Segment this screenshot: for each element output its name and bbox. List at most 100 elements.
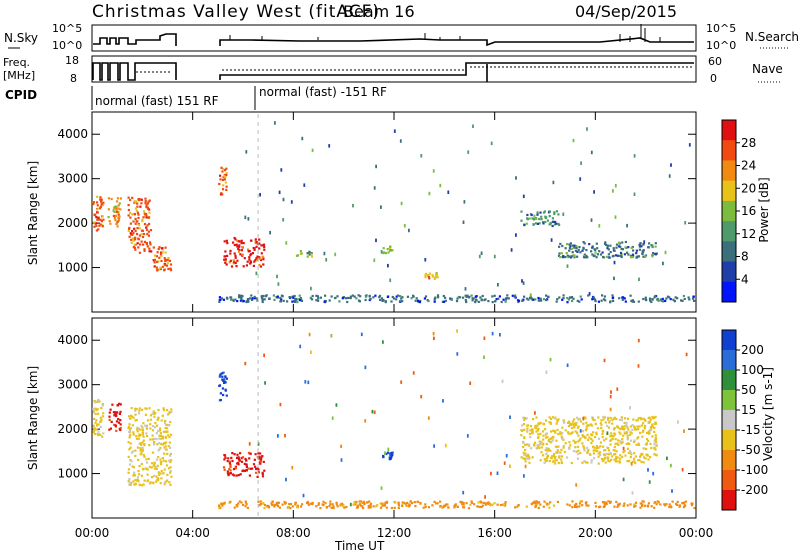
velocity-cell — [108, 411, 111, 414]
velocity-cell — [612, 435, 615, 438]
velocity-cell — [653, 430, 656, 433]
power-cell — [254, 238, 257, 241]
power-cell — [221, 188, 225, 191]
velocity-cell — [229, 500, 232, 503]
velocity-cell — [571, 506, 574, 509]
velocity-cell — [644, 419, 647, 422]
velocity-scatter-cell — [647, 468, 649, 472]
power-cell — [248, 258, 251, 261]
power-scatter-cell — [684, 221, 687, 225]
velocity-cell — [261, 455, 264, 458]
velocity-cell — [571, 500, 574, 503]
power-cell — [541, 221, 545, 224]
velocity-cell — [258, 504, 261, 507]
velocity-cell — [612, 417, 615, 420]
power-cell — [148, 241, 152, 244]
velocity-cell — [163, 446, 166, 449]
power-scatter-cell — [626, 223, 628, 228]
velocity-cell — [600, 457, 604, 461]
power-cell — [236, 239, 239, 242]
velocity-cell — [223, 381, 226, 384]
power-cell — [330, 295, 333, 298]
velocity-cell — [419, 502, 422, 505]
power-cell — [427, 275, 430, 279]
velocity-cell — [219, 398, 222, 402]
velocity-cell — [594, 449, 597, 452]
velocity-scatter-cell — [566, 363, 569, 367]
power-cell — [558, 245, 561, 248]
power-scatter-cell — [662, 261, 664, 266]
power-cell — [374, 294, 377, 297]
power-cell — [225, 188, 228, 191]
velocity-cell — [633, 452, 636, 455]
power-cell — [650, 300, 653, 304]
velocity-cell — [168, 436, 171, 439]
velocity-cell — [271, 504, 274, 507]
velocity-scatter-cell — [616, 387, 619, 391]
power-cell — [310, 252, 313, 255]
velocity-cell — [255, 467, 258, 471]
power-cell — [399, 295, 402, 298]
power-cell — [219, 174, 222, 177]
velocity-cell — [608, 419, 611, 422]
velocity-cell — [391, 451, 394, 454]
velocity-cell — [384, 501, 387, 504]
power-cell — [101, 225, 104, 228]
velocity-cell — [639, 502, 642, 505]
power-cell — [650, 244, 653, 247]
velocity-cell — [575, 421, 578, 424]
velocity-cell — [626, 434, 629, 437]
velocity-cell — [140, 462, 143, 466]
power-scatter-cell — [400, 201, 403, 206]
power-cell — [582, 241, 585, 244]
power-cell — [92, 202, 95, 206]
power-cell — [552, 220, 555, 223]
power-scatter-cell — [375, 164, 377, 169]
power-cell — [310, 253, 313, 256]
velocity-cell — [572, 424, 576, 427]
velocity-cell — [653, 453, 656, 456]
power-cell — [470, 294, 473, 297]
power-scatter-cell — [389, 278, 392, 282]
velocity-cell — [558, 455, 561, 458]
x-tick-label: 00:00 — [75, 526, 110, 540]
velocity-cell — [135, 437, 138, 440]
power-cell — [135, 220, 138, 223]
power-cell — [112, 214, 115, 217]
velocity-cell — [564, 429, 567, 432]
velocity-cell — [563, 450, 566, 454]
velocity-cell — [409, 500, 412, 503]
velocity-cell — [525, 417, 528, 420]
velocity-cell — [550, 417, 553, 420]
velocity-cell — [614, 460, 617, 463]
velocity-cell — [528, 461, 531, 464]
x-tick-label: 12:00 — [377, 526, 412, 540]
velocity-cell — [119, 426, 122, 430]
velocity-cell — [134, 419, 137, 422]
velocity-cell — [619, 457, 622, 460]
velocity-cell — [533, 500, 536, 503]
velocity-cell — [169, 454, 172, 457]
velocity-cell — [546, 436, 549, 439]
power-cell — [296, 254, 300, 257]
power-cell — [365, 295, 368, 298]
velocity-cell — [633, 460, 636, 463]
velocity-cell — [538, 440, 541, 443]
power-scatter-cell — [614, 215, 617, 219]
velocity-cell — [560, 455, 564, 458]
power-cell — [134, 238, 137, 241]
velocity-cell — [573, 418, 576, 421]
power-cell — [601, 251, 604, 254]
power-cell — [143, 210, 146, 213]
power-cell — [561, 256, 564, 259]
velocity-cell — [169, 433, 173, 436]
velocity-cell — [560, 458, 563, 461]
power-cell — [433, 300, 436, 303]
nsky-spikes — [229, 24, 661, 42]
velocity-cell — [544, 459, 547, 463]
nsearch-tick-bottom: 10^0 — [706, 39, 736, 52]
velocity-cell — [645, 453, 648, 456]
velocity-cell — [539, 459, 542, 462]
velocity-cell — [549, 501, 552, 504]
power-cell — [144, 202, 147, 205]
